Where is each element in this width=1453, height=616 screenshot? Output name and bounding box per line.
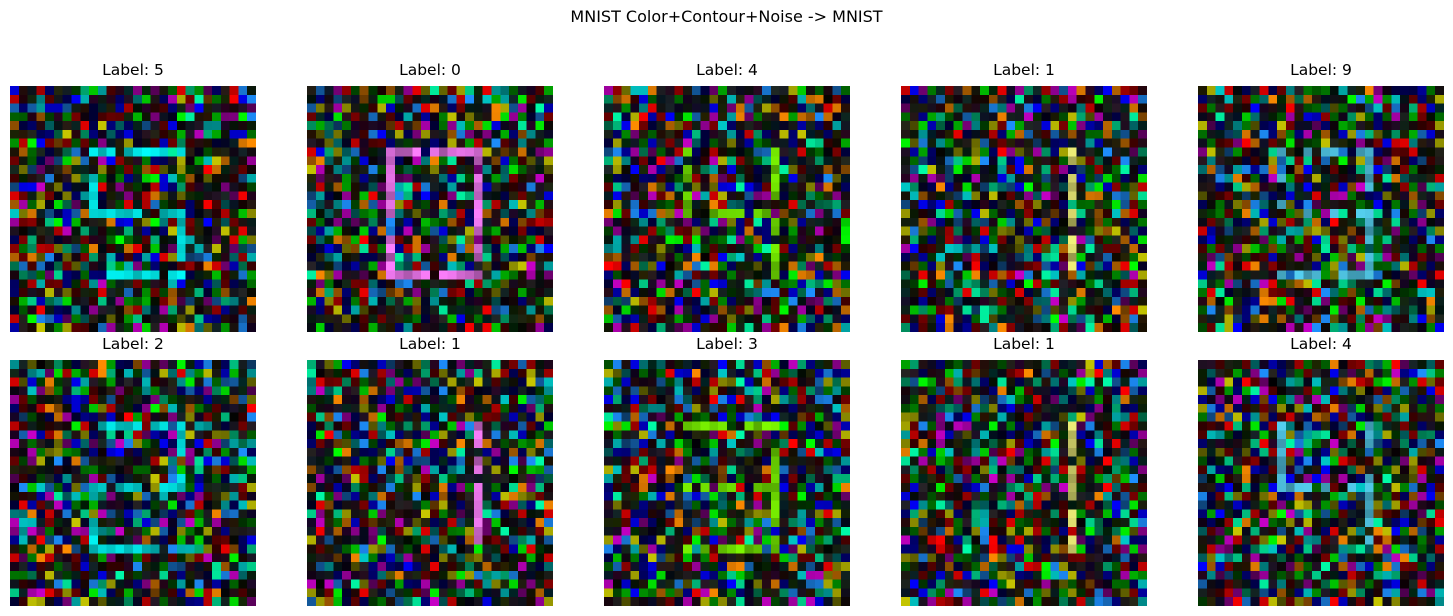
image-panel: Label: 3 — [604, 334, 850, 606]
image-panel: Label: 0 — [307, 60, 553, 332]
image-panel: Label: 5 — [10, 60, 256, 332]
panel-title: Label: 4 — [1290, 335, 1352, 353]
panel-title: Label: 3 — [696, 335, 758, 353]
figure-title: MNIST Color+Contour+Noise -> MNIST — [570, 7, 883, 26]
image-panel: Label: 4 — [604, 60, 850, 332]
noisy-digit-image — [1198, 360, 1444, 606]
panel-title: Label: 4 — [696, 61, 758, 79]
image-panel: Label: 1 — [901, 334, 1147, 606]
noisy-digit-image — [604, 360, 850, 606]
noisy-digit-image — [901, 360, 1147, 606]
image-panel: Label: 4 — [1198, 334, 1444, 606]
panel-title: Label: 9 — [1290, 61, 1352, 79]
noisy-digit-image — [604, 86, 850, 332]
noisy-digit-image — [1198, 86, 1444, 332]
noisy-digit-image — [307, 360, 553, 606]
panel-title: Label: 2 — [102, 335, 164, 353]
panel-title: Label: 1 — [399, 335, 461, 353]
panel-title: Label: 1 — [993, 335, 1055, 353]
image-panel: Label: 1 — [901, 60, 1147, 332]
noisy-digit-image — [10, 360, 256, 606]
panel-title: Label: 5 — [102, 61, 164, 79]
noisy-digit-image — [307, 86, 553, 332]
noisy-digit-image — [901, 86, 1147, 332]
image-panel: Label: 2 — [10, 334, 256, 606]
image-panel: Label: 9 — [1198, 60, 1444, 332]
noisy-digit-image — [10, 86, 256, 332]
panel-title: Label: 0 — [399, 61, 461, 79]
panel-title: Label: 1 — [993, 61, 1055, 79]
image-panel: Label: 1 — [307, 334, 553, 606]
